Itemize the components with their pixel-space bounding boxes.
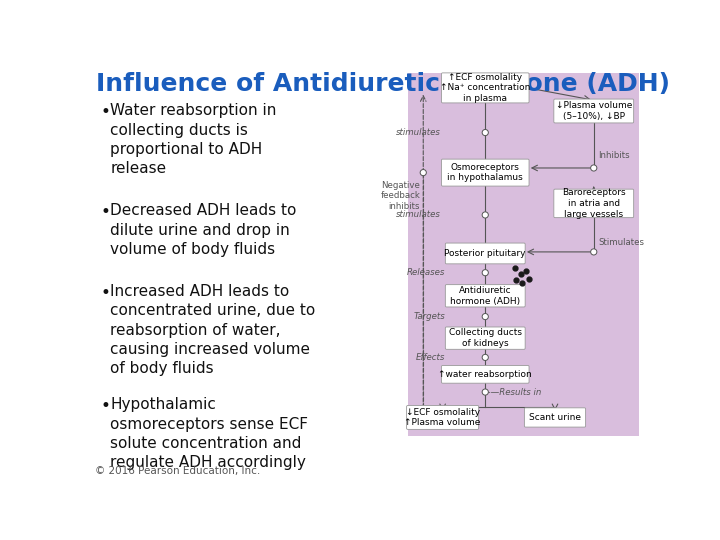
Text: ↓Plasma volume
(5–10%), ↓BP: ↓Plasma volume (5–10%), ↓BP: [556, 101, 632, 121]
FancyBboxPatch shape: [441, 366, 529, 383]
Text: Osmoreceptors
in hypothalamus: Osmoreceptors in hypothalamus: [447, 163, 523, 183]
Text: Baroreceptors
in atria and
large vessels: Baroreceptors in atria and large vessels: [562, 188, 626, 219]
Text: Targets: Targets: [413, 312, 445, 321]
Text: ↑ECF osmolality
↑Na⁺ concentration
in plasma: ↑ECF osmolality ↑Na⁺ concentration in pl…: [440, 73, 531, 103]
Text: Water reabsorption in
collecting ducts is
proportional to ADH
release: Water reabsorption in collecting ducts i…: [110, 103, 276, 176]
Text: •: •: [101, 103, 111, 122]
Text: stimulates: stimulates: [395, 128, 441, 137]
FancyBboxPatch shape: [446, 243, 525, 264]
Text: Posterior pituitary: Posterior pituitary: [444, 249, 526, 258]
Text: Antidiuretic
hormone (ADH): Antidiuretic hormone (ADH): [450, 286, 521, 306]
Text: ↑water reabsorption: ↑water reabsorption: [438, 370, 532, 379]
Circle shape: [590, 165, 597, 171]
FancyBboxPatch shape: [408, 72, 639, 436]
Text: Influence of Antidiuretic Hormone (ADH): Influence of Antidiuretic Hormone (ADH): [96, 72, 670, 97]
Text: Hypothalamic
osmoreceptors sense ECF
solute concentration and
regulate ADH accor: Hypothalamic osmoreceptors sense ECF sol…: [110, 397, 308, 470]
Text: Scant urine: Scant urine: [529, 413, 581, 422]
Text: •: •: [101, 397, 111, 415]
FancyBboxPatch shape: [554, 189, 634, 218]
Text: Collecting ducts
of kidneys: Collecting ducts of kidneys: [449, 328, 522, 348]
FancyBboxPatch shape: [554, 99, 634, 123]
Text: stimulates: stimulates: [395, 211, 441, 219]
Text: Decreased ADH leads to
dilute urine and drop in
volume of body fluids: Decreased ADH leads to dilute urine and …: [110, 204, 297, 257]
Text: ↓ECF osmolality
↑Plasma volume: ↓ECF osmolality ↑Plasma volume: [405, 408, 481, 427]
Circle shape: [482, 354, 488, 361]
FancyBboxPatch shape: [446, 327, 525, 349]
Circle shape: [482, 389, 488, 395]
Text: Stimulates: Stimulates: [598, 238, 644, 247]
Text: Increased ADH leads to
concentrated urine, due to
reabsorption of water,
causing: Increased ADH leads to concentrated urin…: [110, 284, 315, 376]
FancyBboxPatch shape: [441, 73, 529, 103]
Circle shape: [482, 212, 488, 218]
Circle shape: [482, 314, 488, 320]
Circle shape: [420, 170, 426, 176]
Text: ——Results in: ——Results in: [482, 388, 541, 396]
Circle shape: [590, 249, 597, 255]
Circle shape: [482, 130, 488, 136]
Text: Releases: Releases: [407, 268, 445, 277]
FancyBboxPatch shape: [441, 159, 529, 186]
FancyBboxPatch shape: [446, 285, 525, 307]
Text: •: •: [101, 204, 111, 221]
Text: © 2016 Pearson Education, Inc.: © 2016 Pearson Education, Inc.: [94, 466, 260, 476]
FancyBboxPatch shape: [524, 408, 585, 427]
Text: Negative
feedback
inhibits: Negative feedback inhibits: [380, 181, 420, 211]
Text: Inhibits: Inhibits: [598, 151, 630, 160]
Text: •: •: [101, 284, 111, 302]
Circle shape: [482, 269, 488, 276]
Text: Effects: Effects: [415, 353, 445, 362]
FancyBboxPatch shape: [407, 406, 479, 429]
